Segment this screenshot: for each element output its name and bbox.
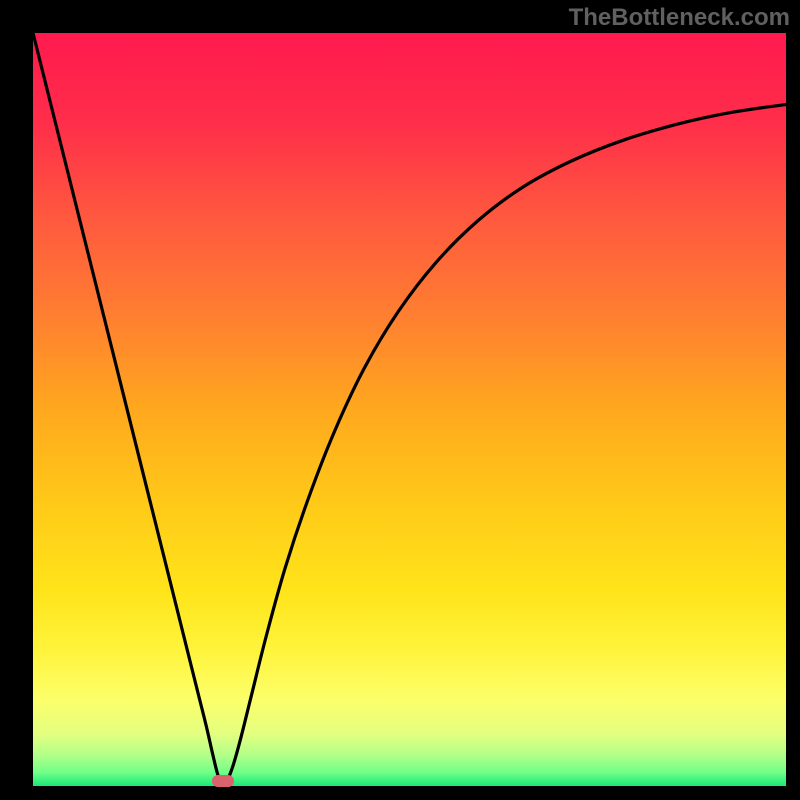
bottleneck-curve: [33, 33, 786, 786]
optimum-marker: [212, 775, 234, 787]
watermark-text: TheBottleneck.com: [569, 4, 790, 32]
plot-area: [33, 33, 786, 786]
chart-container: { "watermark": { "text": "TheBottleneck.…: [0, 0, 800, 800]
